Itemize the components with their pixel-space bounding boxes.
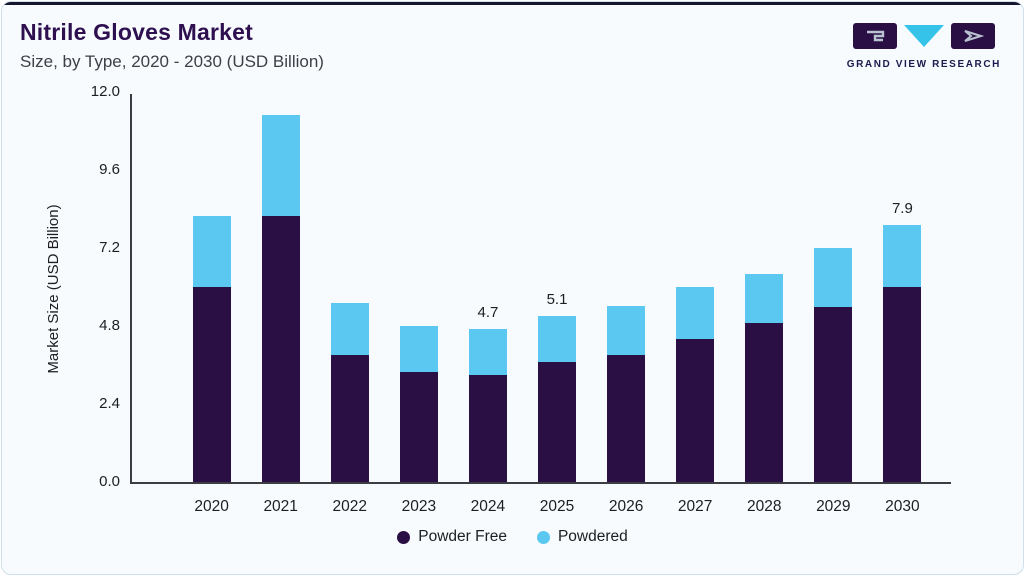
bar-segment-powder-free: [745, 322, 784, 482]
grand-view-research-logo: GRAND VIEW RESEARCH: [847, 23, 1001, 70]
bar-stack: [468, 329, 507, 482]
logo-shapes: [852, 23, 995, 54]
bar-segment-powder-free: [607, 355, 646, 482]
bar-stack: [261, 114, 300, 482]
legend-item-powdered: Powdered: [536, 528, 628, 546]
bar-segment-powdered: [468, 329, 507, 375]
bar-stack: [607, 306, 646, 482]
legend-swatch: [536, 530, 550, 544]
logo-triangle-icon: [902, 23, 946, 54]
bar-segment-powder-free: [261, 215, 300, 482]
bar-segment-powder-free: [676, 339, 715, 482]
bar-total-label: 4.7: [477, 304, 499, 322]
legend-label: Powdered: [557, 528, 628, 545]
y-tick-label: 0.0: [99, 473, 120, 490]
legend-item-powder-free: Powder Free: [397, 528, 507, 546]
y-tick-label: 9.6: [99, 161, 120, 178]
y-tick-label: 7.2: [99, 239, 120, 256]
y-axis-title: Market Size (USD Billion): [45, 204, 62, 374]
legend-label: Powder Free: [418, 528, 507, 545]
bar-segment-powdered: [192, 215, 231, 287]
page-subtitle: Size, by Type, 2020 - 2030 (USD Billion): [20, 52, 324, 71]
x-axis-label: 2029: [816, 498, 851, 515]
bar-stack: [745, 273, 784, 482]
legend: Powder Free Powdered: [2, 528, 1023, 546]
top-accent-bar: [2, 2, 1023, 5]
bar-segment-powder-free: [538, 361, 576, 482]
logo-text: GRAND VIEW RESEARCH: [846, 59, 1001, 70]
bar-total-label: 7.9: [891, 200, 913, 218]
bar-stack: [399, 326, 438, 482]
bar-segment-powder-free: [814, 306, 853, 482]
title-block: Nitrile Gloves Market Size, by Type, 202…: [20, 19, 324, 72]
y-tick-label: 2.4: [99, 395, 120, 412]
bar-stack: [676, 287, 715, 482]
plot-area: 0.0 2.4 4.8 7.2 9.6 12.0 2020 2021 2022 2023 4.7 2…: [91, 83, 951, 515]
bar-segment-powdered: [883, 225, 922, 287]
bar-segment-powdered: [538, 316, 576, 362]
bar-total-label: 5.1: [546, 291, 568, 309]
bar-stack: [538, 316, 576, 482]
x-axis-label: 2025: [539, 498, 575, 515]
logo-square-g-icon: [852, 23, 897, 54]
bar-segment-powder-free: [192, 287, 231, 482]
x-axis-label: 2028: [746, 498, 782, 515]
y-tick-label: 12.0: [90, 83, 120, 100]
bar-segment-powder-free: [330, 355, 369, 482]
bar-stack: [330, 303, 369, 482]
x-axis-label: 2026: [608, 498, 644, 515]
page-title: Nitrile Gloves Market: [20, 19, 254, 45]
bar-segment-powder-free: [883, 287, 922, 482]
x-axis-label: 2027: [677, 498, 713, 515]
plot-wrap: Market Size (USD Billion) 0.0 2.4 4.8 7.2 9.…: [45, 83, 951, 515]
bar-segment-powdered: [814, 248, 853, 307]
x-axis-label: 2020: [194, 498, 229, 515]
x-axis-label: 2021: [263, 498, 298, 515]
bar-segment-powder-free: [468, 374, 507, 482]
bar-stack: [814, 248, 853, 482]
bar-segment-powdered: [676, 287, 715, 339]
bar-segment-powdered: [330, 303, 369, 356]
bar-stack: [192, 215, 231, 482]
y-tick-label: 4.8: [99, 317, 120, 334]
bar-segment-powdered: [399, 326, 438, 372]
logo-square-arrow-icon: [950, 23, 995, 54]
header: Nitrile Gloves Market Size, by Type, 202…: [2, 5, 1023, 72]
bar-stack: [883, 225, 922, 482]
bar-segment-powdered: [261, 114, 300, 216]
x-axis-label: 2022: [332, 498, 367, 515]
bar-segment-powdered: [745, 273, 784, 323]
legend-swatch: [397, 530, 411, 544]
bar-segment-powdered: [607, 306, 646, 356]
x-axis-label: 2023: [401, 498, 437, 515]
bar-segment-powder-free: [399, 371, 438, 482]
x-axis-label: 2030: [885, 498, 920, 515]
x-axis-label: 2024: [470, 498, 506, 515]
